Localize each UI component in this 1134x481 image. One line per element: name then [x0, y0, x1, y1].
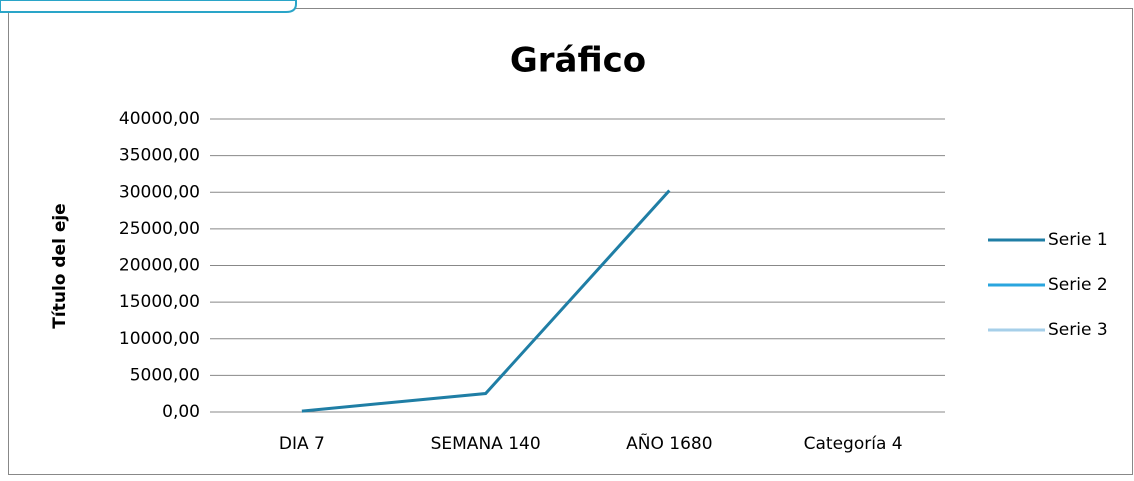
tab — [0, 0, 297, 13]
series-line — [301, 189, 671, 413]
y-tick-label: 30000,00 — [119, 182, 200, 202]
y-tick-label: 5000,00 — [130, 365, 200, 385]
x-tick-label: SEMANA 140 — [431, 434, 541, 454]
x-tick-label: DIA 7 — [279, 434, 325, 454]
y-tick-label: 25000,00 — [119, 219, 200, 239]
x-tick-label: Categoría 4 — [804, 434, 903, 454]
y-tick-label: 0,00 — [162, 402, 200, 422]
chart-frame — [8, 8, 1133, 475]
y-axis-title: Título del eje — [50, 203, 70, 328]
legend-label: Serie 3 — [1048, 320, 1108, 340]
x-tick-label: AÑO 1680 — [626, 432, 712, 454]
y-tick-label: 15000,00 — [119, 292, 200, 312]
chart-title: Gráfico — [510, 41, 646, 81]
legend-label: Serie 1 — [1048, 230, 1108, 250]
y-tick-label: 10000,00 — [119, 329, 200, 349]
legend-label: Serie 2 — [1048, 275, 1108, 295]
y-tick-label: 35000,00 — [119, 146, 200, 166]
y-tick-label: 40000,00 — [119, 109, 200, 129]
y-tick-label: 20000,00 — [119, 256, 200, 276]
